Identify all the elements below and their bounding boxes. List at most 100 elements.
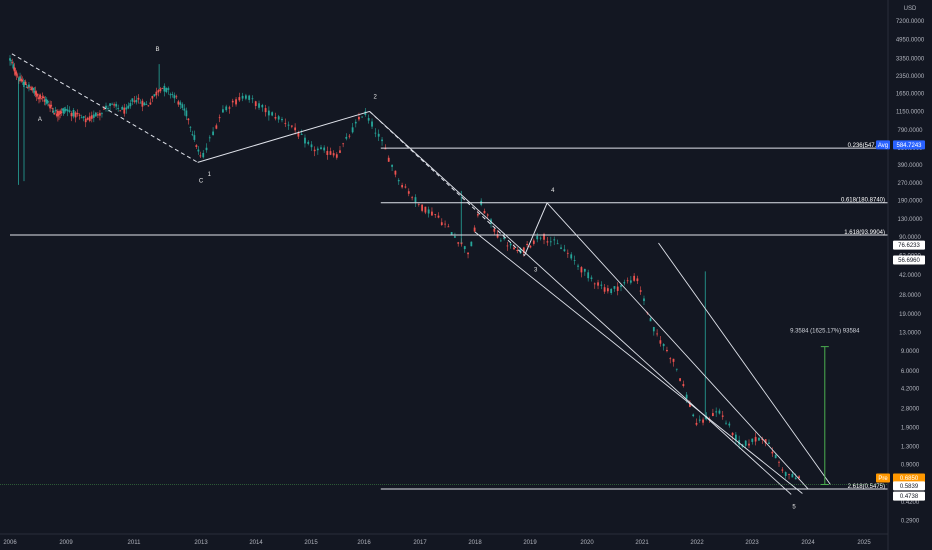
candle-body: [42, 96, 45, 99]
candle-body: [68, 110, 71, 112]
candle-body: [421, 204, 424, 211]
candle-body: [509, 243, 512, 246]
candle-body: [377, 133, 380, 137]
wave-line: [197, 110, 370, 163]
year-tick-label: 2015: [304, 540, 318, 546]
currency-label: USD: [904, 6, 917, 12]
candle-body: [123, 107, 126, 114]
wave-label: A: [38, 117, 42, 123]
price-axis[interactable]: USD 7200.0000 4950.0000 3350.0000 2350.0000…: [896, 6, 925, 524]
year-tick-label: 2022: [690, 540, 704, 546]
candle-body: [86, 117, 89, 120]
candle-body: [603, 287, 606, 292]
candle-body: [566, 252, 569, 254]
candle-body: [161, 88, 164, 89]
candle-body: [40, 97, 43, 99]
candle-body: [447, 226, 450, 228]
candle-body: [788, 474, 790, 475]
candle-body: [313, 149, 316, 152]
price-badge: [893, 140, 925, 150]
candle-body: [70, 113, 73, 117]
candle-body: [21, 79, 24, 82]
wave-label: 5: [792, 504, 796, 510]
candle-body: [36, 93, 39, 95]
candle-body: [133, 100, 136, 102]
candle-body: [715, 411, 718, 413]
price-badge: [893, 255, 925, 265]
wave-label: 1: [208, 172, 212, 178]
year-tick-label: 2018: [468, 540, 482, 546]
candle-body: [88, 116, 91, 121]
candle-body: [643, 298, 645, 302]
candle-body: [784, 472, 787, 476]
candle-body: [18, 79, 20, 82]
candle-body: [121, 106, 124, 110]
candle-body: [56, 110, 59, 117]
candle-body: [371, 121, 373, 127]
candle-body: [92, 114, 95, 118]
candle-body: [258, 103, 260, 108]
candle-body: [54, 110, 57, 112]
year-tick-label: 2006: [3, 540, 17, 546]
candle-body: [251, 98, 254, 100]
candle-body: [55, 113, 58, 116]
candle-body: [310, 144, 313, 148]
candle-body: [778, 461, 780, 463]
year-tick-label: 2013: [194, 540, 208, 546]
candle-body: [76, 113, 79, 115]
candle-body: [82, 116, 85, 118]
candle-body: [649, 318, 652, 322]
candle-body: [764, 439, 767, 444]
candle-body: [25, 87, 28, 88]
candle-body: [222, 109, 224, 113]
candle-body: [361, 116, 364, 118]
candle-body: [536, 236, 539, 240]
candle-body: [51, 108, 54, 110]
candle-body: [695, 422, 698, 425]
candle-body: [682, 384, 685, 387]
candle-body: [702, 419, 704, 423]
candle-body: [41, 96, 44, 98]
candle-body: [26, 87, 29, 89]
candle-body: [212, 131, 214, 135]
candle-body: [225, 106, 228, 111]
candle-body: [556, 243, 559, 245]
candle-body: [316, 148, 319, 151]
candle-body: [15, 74, 18, 76]
candle-body: [798, 476, 800, 479]
candle-body: [141, 100, 144, 107]
price-badge-value: 584.7243: [896, 143, 922, 149]
candle-body: [600, 284, 603, 286]
candle-body: [417, 203, 420, 205]
candle-body: [639, 290, 642, 292]
candle-body: [473, 227, 476, 232]
candle-body: [290, 125, 293, 127]
time-axis[interactable]: 2006 2009 2011 2013 2014 2015 2016 2017 2018 2019…: [3, 540, 871, 546]
candle-body: [606, 288, 609, 292]
candle-body: [191, 134, 194, 136]
candle-body: [669, 358, 672, 360]
candle-body: [431, 211, 433, 216]
candle-body: [493, 228, 496, 232]
candle-body: [31, 87, 34, 91]
candle-body: [94, 112, 97, 117]
candle-body: [244, 95, 247, 99]
candle-body: [711, 413, 714, 417]
candle-body: [358, 116, 360, 120]
candle-body: [381, 139, 383, 142]
candle-body: [103, 108, 105, 110]
price-tick-label: 9.0000: [901, 349, 920, 355]
candle-body: [470, 241, 473, 247]
candle-body: [28, 84, 30, 88]
candle-body: [659, 340, 662, 344]
candle-body: [553, 239, 556, 241]
wave-label: C: [199, 179, 204, 185]
candle-body: [754, 436, 757, 442]
candle-body: [58, 114, 60, 115]
candle-body: [53, 113, 56, 115]
candle-body: [307, 141, 310, 144]
candle-body: [35, 93, 38, 97]
